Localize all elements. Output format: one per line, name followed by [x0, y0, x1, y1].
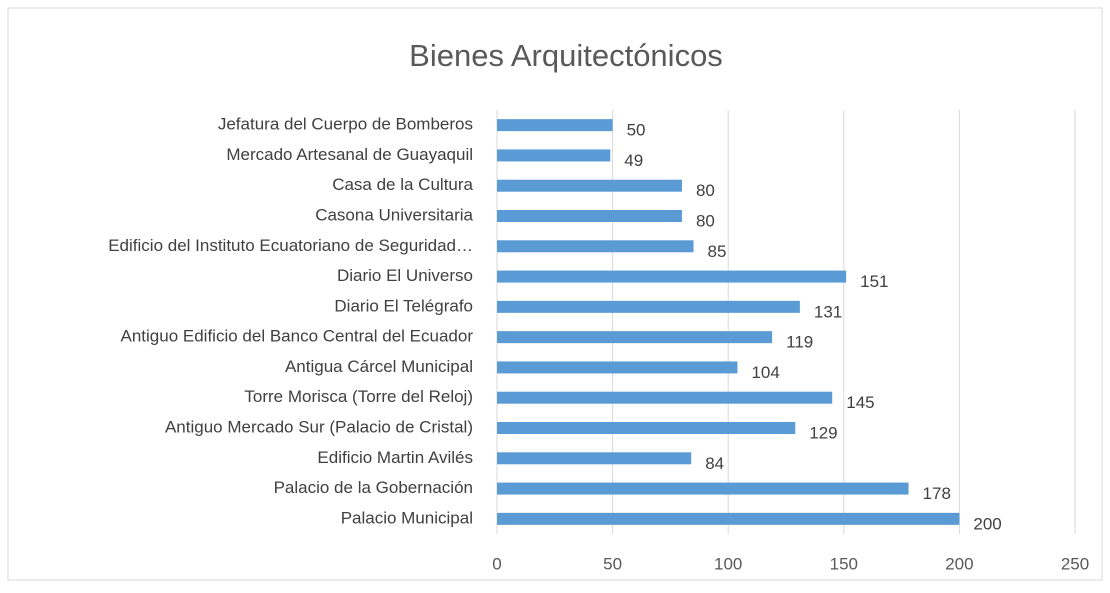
x-tick-label: 0	[492, 554, 501, 573]
bar	[497, 300, 800, 313]
bar	[497, 361, 738, 374]
data-label: 151	[860, 272, 888, 291]
data-label: 50	[627, 121, 646, 140]
bar	[497, 452, 692, 465]
x-tick-label: 100	[714, 554, 742, 573]
bar	[497, 482, 909, 495]
chart-title: Bienes Arquitectónicos	[409, 38, 723, 73]
x-tick-label: 250	[1061, 554, 1089, 573]
bar	[497, 119, 613, 132]
data-label: 119	[786, 333, 813, 352]
x-tick-label: 200	[945, 554, 973, 573]
y-tick-label: Palacio de la Gobernación	[274, 478, 473, 497]
data-label: 80	[696, 211, 715, 230]
bar	[497, 149, 611, 162]
y-tick-label: Palacio Municipal	[341, 508, 473, 527]
data-label: 145	[846, 393, 874, 412]
data-label: 49	[624, 151, 643, 170]
y-tick-label: Antiguo Edificio del Banco Central del E…	[121, 327, 474, 346]
bar	[497, 179, 682, 192]
y-tick-label: Edificio Martin Avilés	[317, 448, 473, 467]
data-label: 104	[751, 363, 779, 382]
bar	[497, 210, 682, 222]
x-tick-label: 150	[830, 554, 858, 573]
x-tick-label: 50	[603, 554, 622, 573]
bar	[497, 240, 694, 253]
bar	[497, 391, 833, 404]
y-tick-label: Antigua Cárcel Municipal	[285, 357, 473, 376]
bar	[497, 512, 960, 525]
y-tick-label: Diario El Universo	[337, 266, 473, 285]
data-label: 178	[923, 484, 951, 503]
y-tick-label: Casa de la Cultura	[332, 175, 473, 194]
data-label: 85	[708, 242, 727, 261]
data-label: 80	[696, 181, 715, 200]
bar	[497, 331, 773, 344]
y-tick-label: Casona Universitaria	[315, 205, 473, 224]
y-tick-label: Edificio del Instituto Ecuatoriano de Se…	[108, 236, 473, 255]
data-label: 84	[705, 454, 724, 473]
y-tick-label: Torre Morisca (Torre del Reloj)	[244, 387, 473, 406]
data-label: 131	[814, 302, 842, 321]
data-label: 129	[809, 423, 837, 442]
y-tick-label: Antiguo Mercado Sur (Palacio de Cristal)	[165, 417, 473, 436]
y-tick-label: Jefatura del Cuerpo de Bomberos	[218, 115, 473, 134]
y-tick-label: Mercado Artesanal de Guayaquil	[226, 145, 473, 164]
bar	[497, 422, 796, 434]
data-label: 200	[973, 514, 1001, 533]
y-tick-label: Diario El Telégrafo	[334, 296, 473, 315]
bar	[497, 270, 847, 283]
